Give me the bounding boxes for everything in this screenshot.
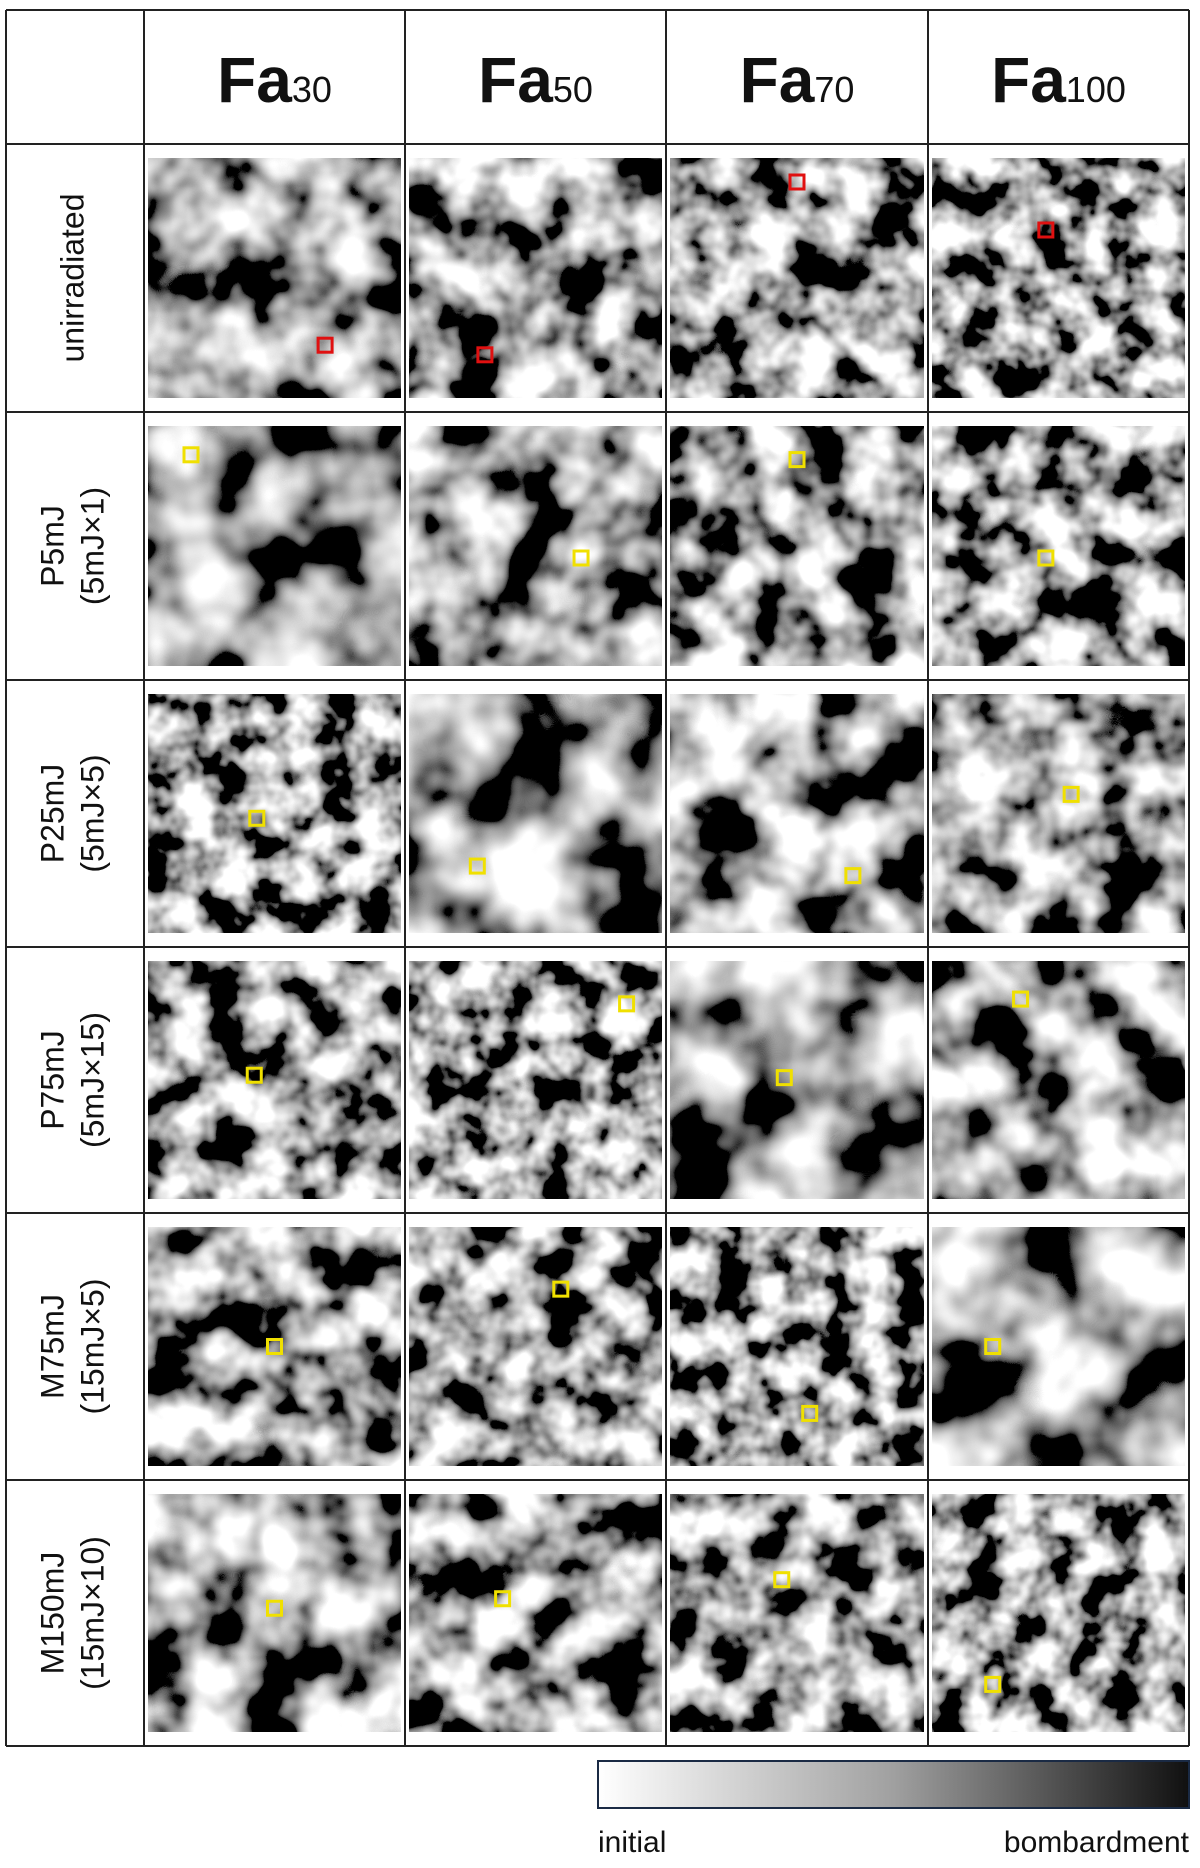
cell-image: [932, 1227, 1185, 1466]
cell-image: [932, 426, 1185, 666]
cell-image: [670, 1494, 924, 1732]
marker-box: [572, 549, 590, 567]
marker-box: [245, 1066, 263, 1084]
cells: [148, 158, 1185, 1732]
row-label: (15mJ×5): [74, 1278, 110, 1414]
cell-image: [409, 426, 662, 666]
marker-box: [1062, 785, 1080, 803]
marker-box: [788, 451, 806, 469]
cell-image: [670, 694, 924, 933]
row-label: P75mJ: [34, 1030, 70, 1130]
cell-image: [932, 1494, 1185, 1732]
row-label: P5mJ: [34, 505, 70, 587]
marker-box: [773, 1571, 791, 1589]
cell-image: [148, 961, 401, 1199]
cell-image: [670, 961, 924, 1199]
marker-box: [266, 1338, 283, 1355]
header-sub: 70: [814, 69, 854, 110]
row-label: unirradiated: [54, 194, 90, 363]
row-label: (5mJ×5): [74, 754, 110, 872]
grid: [5, 9, 1190, 1747]
legend-right: bombardment: [1004, 1826, 1190, 1859]
marker-box: [801, 1404, 819, 1422]
header-sub: 30: [292, 69, 332, 110]
header-base: Fa: [991, 44, 1066, 116]
column-header: Fa70: [740, 44, 855, 116]
cell-image: [148, 694, 401, 933]
marker-box: [788, 173, 806, 191]
cell-image: [409, 1494, 662, 1732]
cell-image: [148, 426, 401, 666]
header-sub: 100: [1066, 69, 1126, 110]
marker-box: [1037, 221, 1055, 239]
row-label: (15mJ×10): [74, 1536, 110, 1690]
cell-image: [409, 158, 662, 398]
header-base: Fa: [740, 44, 815, 116]
cell-image: [932, 694, 1185, 933]
row-label: (5mJ×1): [74, 487, 110, 605]
marker-box: [248, 809, 266, 827]
marker-box: [775, 1069, 793, 1087]
marker-box: [552, 1280, 570, 1298]
marker-box: [468, 857, 486, 875]
marker-box: [984, 1675, 1002, 1693]
column-header: Fa100: [991, 44, 1126, 116]
legend-left: initial: [598, 1826, 666, 1859]
column-header: Fa30: [217, 44, 332, 116]
marker-box: [1037, 549, 1055, 567]
row-label: M75mJ: [34, 1294, 70, 1399]
row-label: P25mJ: [34, 764, 70, 864]
cell-image: [932, 158, 1185, 398]
marker-box: [316, 336, 334, 354]
header-base: Fa: [478, 44, 553, 116]
cell-image: [670, 158, 924, 398]
marker-box: [618, 995, 636, 1013]
header-sub: 50: [553, 69, 593, 110]
marker-box: [476, 346, 494, 364]
row-label: (5mJ×15): [74, 1012, 110, 1148]
cell-image: [409, 1227, 662, 1466]
colorbar: [597, 1760, 1190, 1809]
marker-box: [494, 1590, 512, 1608]
marker-box: [844, 867, 862, 885]
cell-image: [409, 694, 662, 933]
header-base: Fa: [217, 44, 292, 116]
cell-image: [932, 961, 1185, 1199]
column-header: Fa50: [478, 44, 593, 116]
marker-box: [984, 1338, 1002, 1355]
row-label: M150mJ: [34, 1552, 70, 1675]
cell-image: [148, 158, 401, 398]
cell-image: [670, 426, 924, 666]
marker-box: [1012, 990, 1030, 1008]
cell-image: [148, 1227, 401, 1466]
marker-box: [182, 446, 200, 464]
cell-image: [670, 1227, 924, 1466]
cell-image: [148, 1494, 401, 1732]
marker-box: [266, 1599, 283, 1617]
